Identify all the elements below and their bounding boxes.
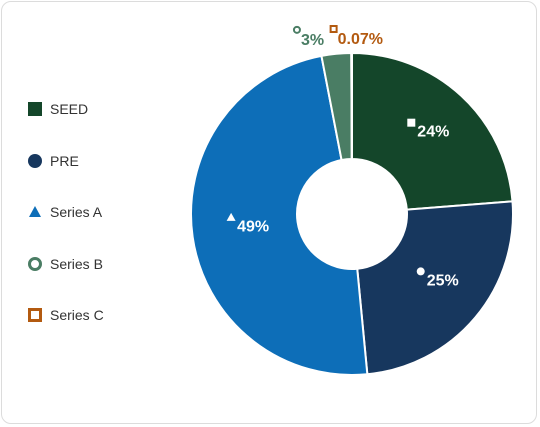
data-label-series-a: 49%	[237, 218, 269, 235]
circle-outline-marker-icon	[28, 256, 42, 271]
circle-marker-icon	[28, 153, 42, 168]
square-outline-marker-icon	[28, 308, 42, 322]
label-marker-pre	[416, 267, 425, 276]
legend-label: Series C	[50, 307, 104, 323]
legend-item-series-b[interactable]: Series B	[28, 253, 104, 275]
label-marker-series-a	[226, 212, 236, 221]
legend: SEED PRE Series A Series B Series C	[28, 98, 104, 356]
legend-label: Series A	[50, 204, 103, 220]
slice-series-c[interactable]	[350, 51, 353, 161]
data-label-seed: 24%	[417, 124, 449, 141]
data-label-series-b: 3%	[301, 32, 324, 49]
legend-label: PRE	[50, 152, 79, 169]
triangle-marker-icon	[28, 205, 42, 219]
label-marker-series-b	[292, 25, 301, 34]
legend-item-series-a[interactable]: Series A	[28, 201, 104, 223]
slice-series-a[interactable]	[190, 54, 369, 376]
data-label-series-c: 0.07%	[338, 31, 383, 48]
label-marker-series-c	[329, 25, 338, 34]
legend-item-series-c[interactable]: Series C	[28, 304, 104, 326]
legend-label: Series B	[50, 255, 103, 272]
legend-label: SEED	[50, 101, 89, 117]
label-marker-seed	[407, 118, 416, 127]
data-label-pre: 25%	[427, 272, 459, 289]
slice-seed[interactable]	[351, 51, 514, 211]
legend-item-pre[interactable]: PRE	[28, 150, 104, 172]
slice-pre[interactable]	[356, 200, 514, 376]
square-marker-icon	[28, 102, 42, 116]
legend-item-seed[interactable]: SEED	[28, 98, 104, 120]
